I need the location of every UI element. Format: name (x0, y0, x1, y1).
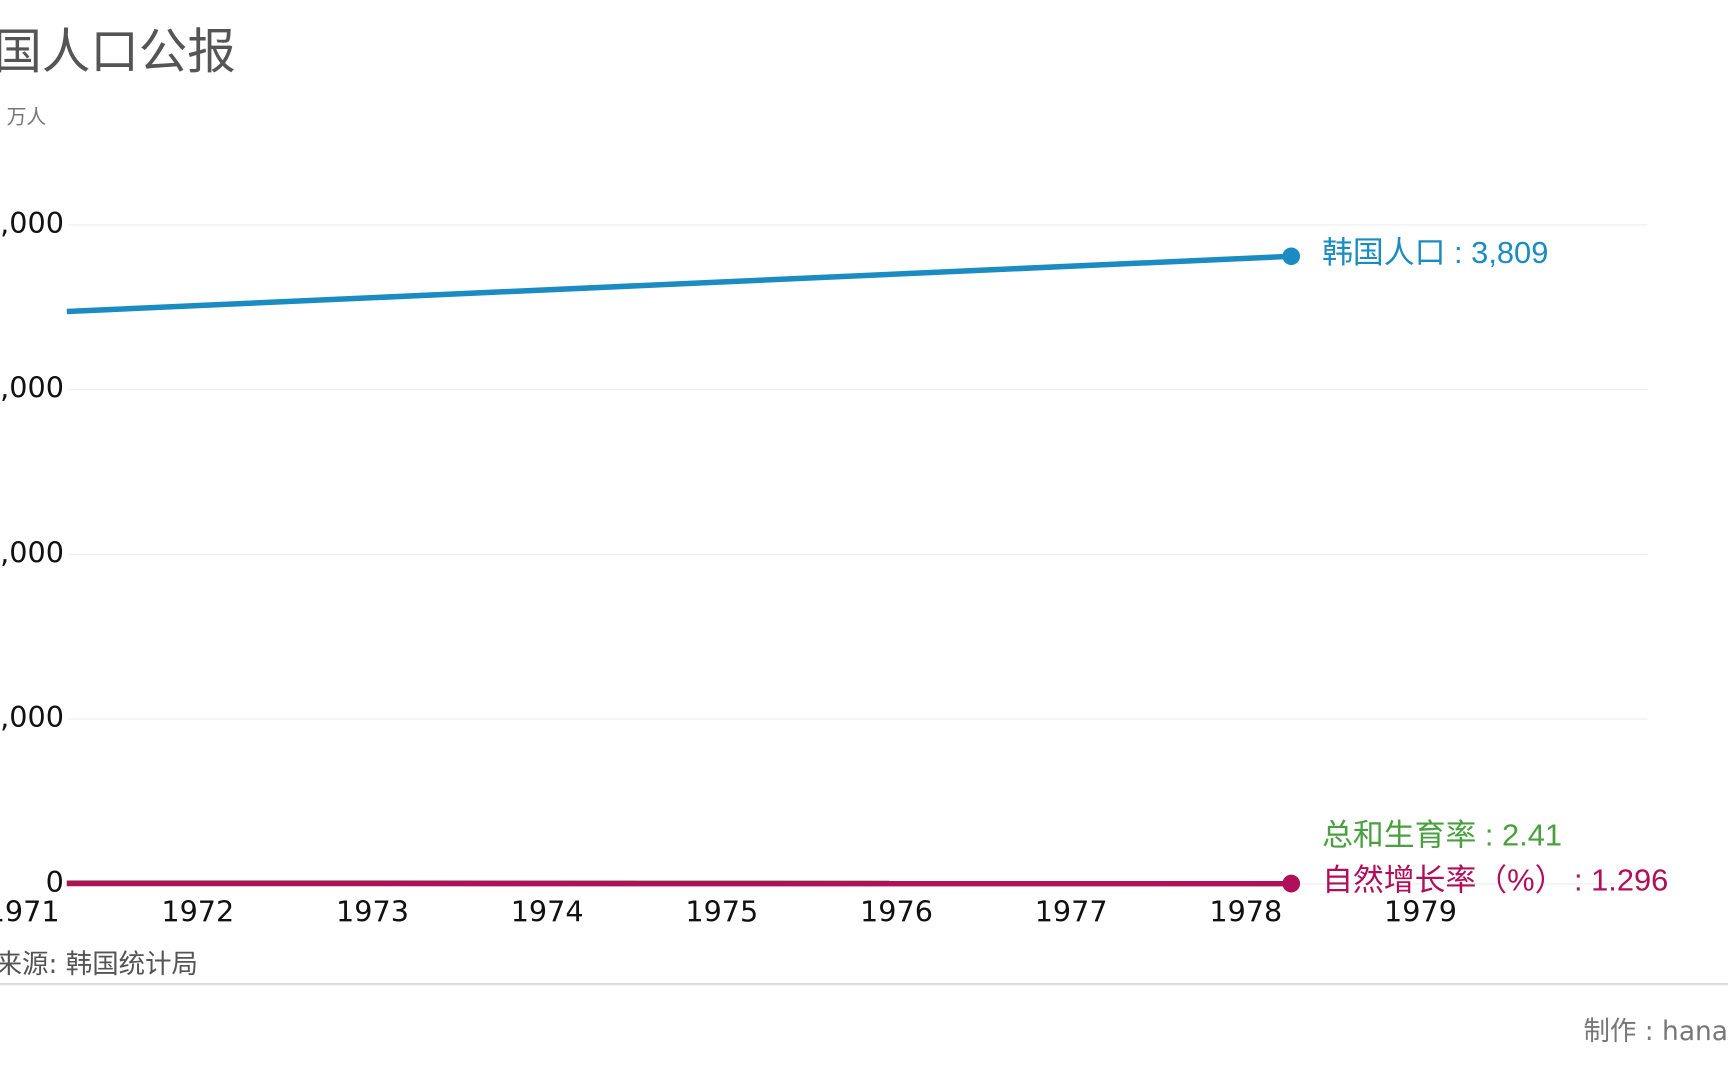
series-name: 韩国人口 (1322, 235, 1445, 270)
chart-title: 国人口公报 (0, 24, 236, 80)
series-name: 自然增长率（%） (1322, 863, 1565, 898)
series-line (66, 253, 1292, 315)
value-label: 2.41 (1502, 817, 1562, 852)
credit: 制作 : hana (1583, 1016, 1728, 1047)
y-tick-label: 3,000 (0, 371, 64, 405)
series-name: 总和生育率 (1322, 817, 1476, 852)
x-tick-label: 1972 (161, 895, 234, 929)
x-tick-label: 1976 (860, 895, 933, 929)
value-label: 1.296 (1591, 863, 1668, 898)
x-tick-label: 1977 (1035, 895, 1108, 929)
x-tick-label: 1975 (685, 895, 758, 929)
y-tick-label: 4,000 (0, 206, 64, 240)
label-separator: : (1476, 817, 1502, 852)
y-tick-label: 2,000 (0, 535, 64, 569)
x-tick-label: 1979 (1384, 895, 1457, 929)
end-label: 韩国人口 : 3,809 (1322, 235, 1548, 270)
label-separator: : (1565, 863, 1591, 898)
chart-subtitle: 万人 (7, 105, 47, 128)
y-tick-label: 0 (46, 865, 64, 899)
x-tick-label: 1978 (1209, 895, 1282, 929)
label-separator: : (1445, 235, 1471, 270)
end-point (1282, 247, 1301, 266)
end-label: 总和生育率 : 2.41 (1322, 817, 1562, 852)
x-tick-label: 1971 (0, 895, 60, 929)
x-tick-label: 1973 (336, 895, 409, 929)
y-tick-label: 1,000 (0, 700, 64, 734)
value-label: 3,809 (1471, 235, 1548, 270)
end-point (1282, 874, 1301, 893)
end-label: 自然增长率（%） : 1.296 (1322, 863, 1668, 898)
x-tick-label: 1974 (511, 895, 584, 929)
source: 来源: 韩国统计局 (0, 949, 198, 980)
